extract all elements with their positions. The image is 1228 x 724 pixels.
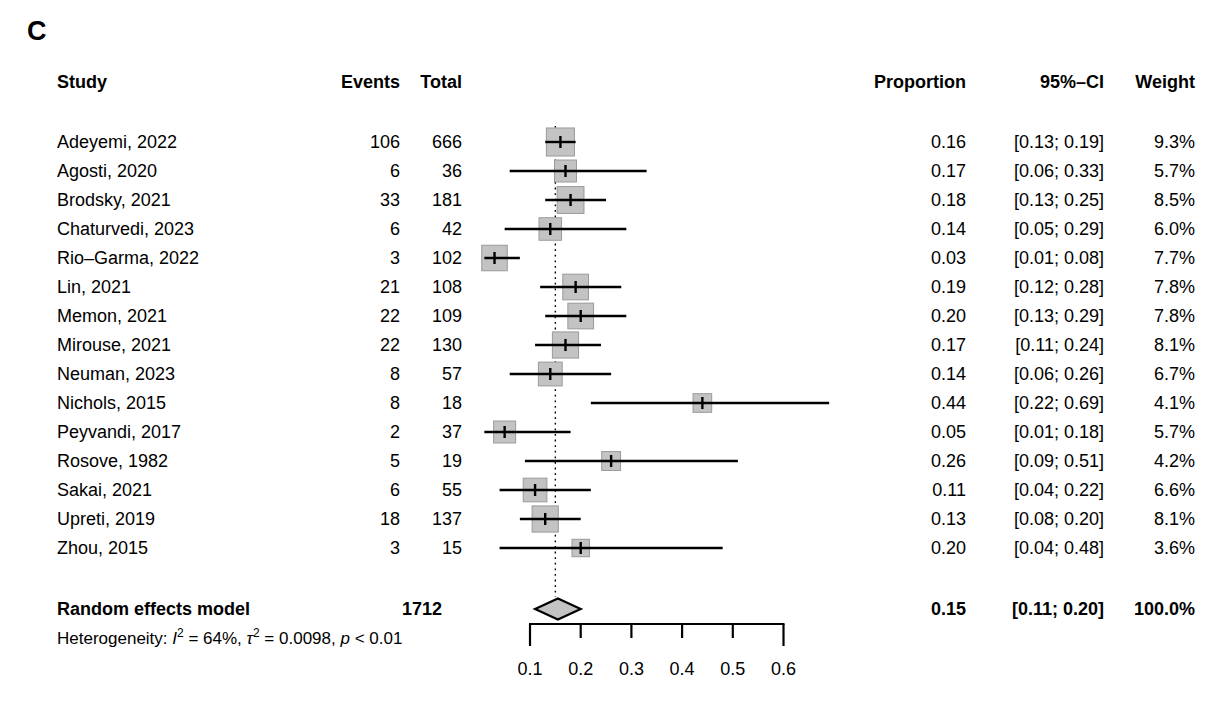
summary-diamond <box>535 599 581 620</box>
axis-tick-label: 0.2 <box>568 660 593 678</box>
het-p-symbol: p <box>340 629 349 648</box>
heterogeneity-text: Heterogeneity: I2 = 64%, τ2 = 0.0098, p … <box>57 630 402 647</box>
summary-total: 1712 <box>340 600 442 618</box>
het-p-value: < 0.01 <box>350 629 402 648</box>
axis-tick-label: 0.3 <box>619 660 644 678</box>
axis-tick-label: 0.5 <box>720 660 745 678</box>
het-i-sup: 2 <box>177 626 184 640</box>
forest-plot-panel: C Study Events Total Proportion 95%–CI W… <box>0 0 1228 724</box>
summary-weight: 100.0% <box>1060 600 1195 618</box>
het-i-value: = 64%, <box>184 629 247 648</box>
het-prefix: Heterogeneity: <box>57 629 172 648</box>
axis-tick-label: 0.1 <box>517 660 542 678</box>
het-tau-value: = 0.0098, <box>260 629 341 648</box>
summary-label: Random effects model <box>57 600 317 618</box>
axis-tick-label: 0.4 <box>670 660 695 678</box>
axis-tick-label: 0.6 <box>771 660 796 678</box>
het-tau-sup: 2 <box>253 626 260 640</box>
